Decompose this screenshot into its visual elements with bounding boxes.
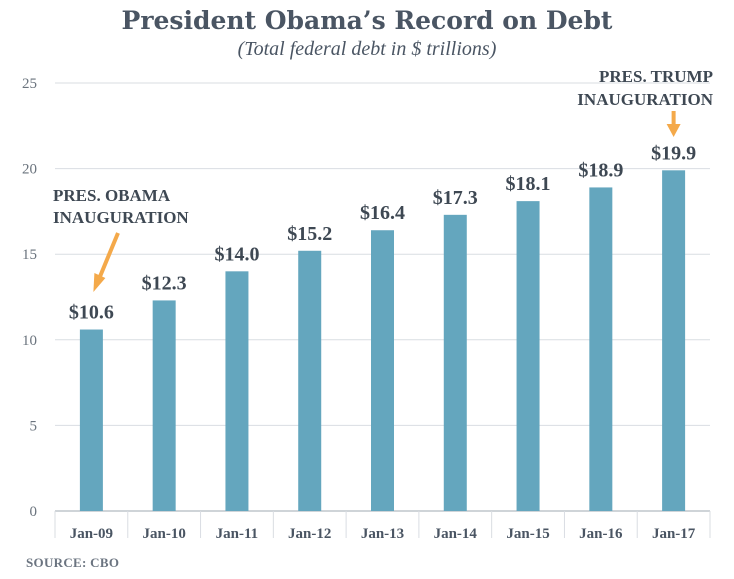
data-label: $17.3 [433, 187, 478, 209]
bar [79, 329, 103, 511]
x-tick-label: Jan-14 [434, 526, 478, 542]
data-label: $12.3 [142, 272, 187, 294]
source-note: SOURCE: CBO [26, 555, 120, 570]
x-tick-label: Jan-16 [579, 526, 623, 542]
y-tick-label: 0 [30, 504, 38, 520]
bar [298, 250, 322, 511]
data-label: $16.4 [360, 202, 405, 224]
x-tick-label: Jan-10 [142, 526, 185, 542]
annotation-trump-line1: PRES. TRUMP [599, 67, 713, 86]
chart-subtitle: (Total federal debt in $ trillions) [237, 38, 497, 60]
chart-title: President Obama’s Record on Debt [121, 6, 613, 35]
y-tick-label: 5 [30, 418, 38, 434]
annotation-obama-line2: INAUGURATION [53, 208, 189, 227]
y-tick-label: 15 [22, 247, 37, 263]
arrow-obama-shaft [97, 232, 120, 279]
x-tick-label: Jan-17 [652, 526, 696, 542]
data-label: $18.9 [578, 159, 623, 181]
bar [152, 300, 176, 511]
bar [443, 214, 467, 511]
x-tick-label: Jan-11 [216, 526, 259, 542]
arrow-obama-head [93, 273, 106, 292]
y-tick-label: 25 [22, 76, 37, 92]
data-label: $19.9 [651, 142, 696, 164]
arrow-trump-head [666, 124, 681, 137]
x-tick-label: Jan-15 [506, 526, 549, 542]
bar [516, 201, 540, 512]
x-tick-label: Jan-12 [288, 526, 331, 542]
bar [662, 170, 686, 511]
bar [371, 230, 394, 511]
data-label: $14.0 [214, 243, 259, 265]
annotation-obama-line1: PRES. OBAMA [53, 186, 171, 205]
annotation-trump-line2: INAUGURATION [577, 90, 713, 109]
data-label: $10.6 [69, 302, 114, 324]
x-tick-label: Jan-13 [361, 526, 404, 542]
y-tick-label: 20 [22, 162, 37, 178]
x-tick-label: Jan-09 [70, 526, 113, 542]
y-tick-label: 10 [22, 333, 37, 349]
data-label: $15.2 [287, 223, 332, 245]
bar [589, 187, 613, 511]
data-label: $18.1 [506, 173, 551, 195]
bar [225, 271, 249, 511]
